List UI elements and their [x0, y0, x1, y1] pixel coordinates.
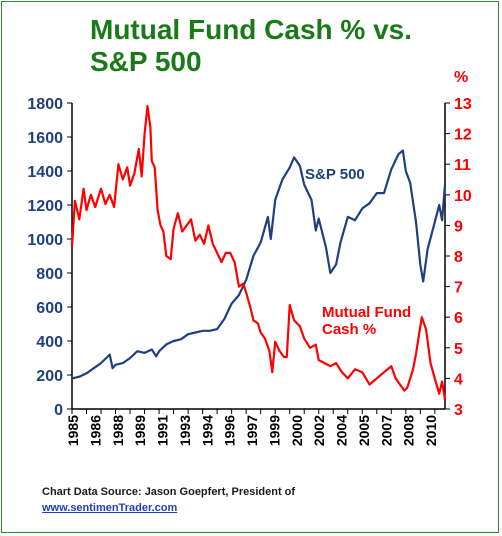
- x-tick-label: 1999: [266, 415, 282, 446]
- series-sp500-line: [71, 149, 447, 380]
- left-tick-label: 1400: [27, 164, 63, 181]
- x-tick-label: 1996: [222, 415, 238, 446]
- x-tick-label: 1988: [110, 415, 126, 446]
- x-tick-label: 2002: [311, 415, 327, 446]
- right-tick-label: 11: [454, 157, 471, 174]
- x-tick-label: 1985: [65, 415, 81, 446]
- right-tick-label: 10: [454, 188, 472, 205]
- left-tick-label: 400: [36, 334, 63, 351]
- series-cash-line: [70, 104, 447, 400]
- left-tick-label: 1600: [27, 130, 63, 147]
- left-tick-label: 1200: [27, 198, 63, 215]
- x-tick-label: 1993: [177, 415, 193, 446]
- left-tick-label: 800: [36, 266, 63, 283]
- x-tick-label: 2007: [378, 415, 394, 446]
- left-tick-label: 200: [36, 368, 63, 385]
- left-tick-label: 1000: [27, 232, 63, 249]
- right-tick-label: 4: [454, 371, 463, 388]
- x-tick-label: 1997: [244, 415, 260, 446]
- right-tick-label: 6: [454, 310, 463, 327]
- right-tick-label: 8: [454, 249, 463, 266]
- right-tick-label: 9: [454, 218, 463, 235]
- right-tick-label: 12: [454, 127, 472, 144]
- annotation-cash-line1: Mutual Fund: [322, 304, 411, 321]
- annotation-cash-line2: Cash %: [322, 321, 376, 338]
- x-tick-label: 2004: [334, 415, 350, 446]
- x-tick-label: 2000: [289, 415, 305, 446]
- x-tick-label: 1991: [155, 415, 171, 446]
- left-tick-label: 0: [54, 402, 63, 419]
- chart-title: Mutual Fund Cash % vs. S&P 500: [90, 14, 413, 77]
- right-tick-label: 5: [454, 341, 463, 358]
- x-tick-label: 2010: [423, 415, 439, 446]
- left-tick-label: 600: [36, 300, 63, 317]
- right-tick-label: 7: [454, 280, 463, 297]
- left-tick-label: 1800: [27, 96, 63, 113]
- source-link[interactable]: www.sentimenTrader.com: [42, 502, 178, 514]
- x-tick-label: 1986: [87, 415, 103, 446]
- x-tick-label: 1994: [199, 415, 215, 446]
- x-tick-label: 1989: [132, 415, 148, 446]
- annotation-sp500: S&P 500: [305, 166, 365, 183]
- right-tick-label: 13: [454, 96, 472, 113]
- source-credit: Chart Data Source: Jason Goepfert, Presi…: [42, 486, 296, 498]
- x-tick-label: 2005: [356, 415, 372, 446]
- x-tick-label: 2008: [401, 415, 417, 446]
- right-tick-label: 3: [454, 402, 463, 419]
- right-axis-unit: %: [454, 69, 468, 86]
